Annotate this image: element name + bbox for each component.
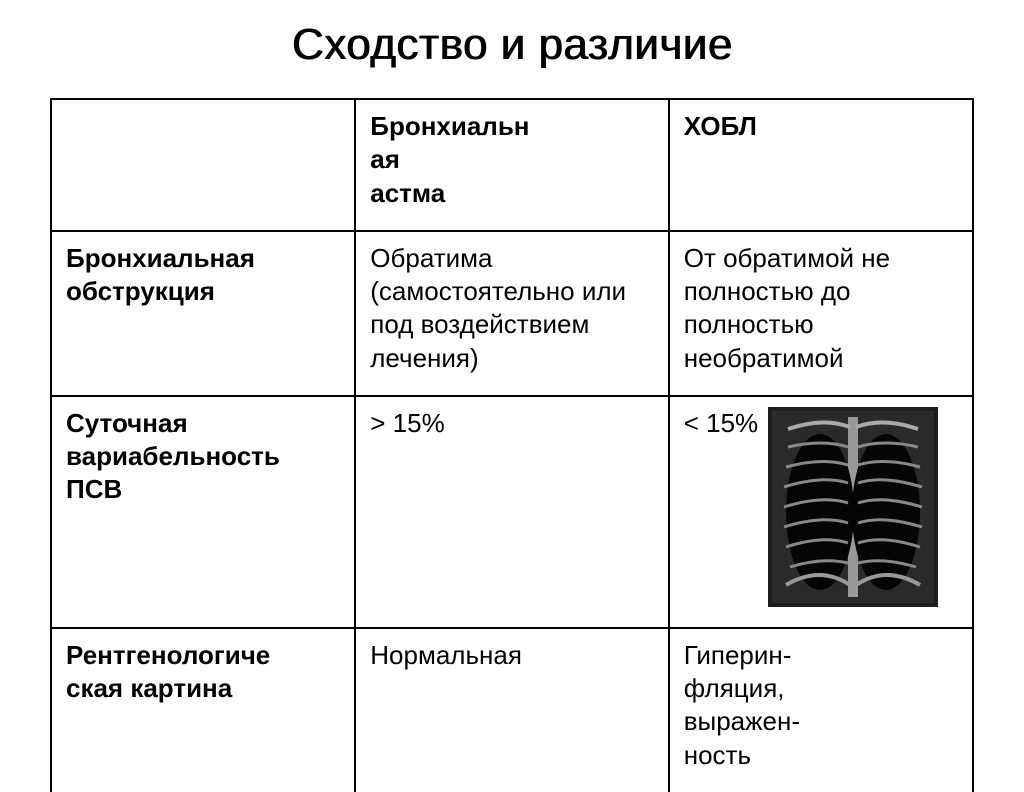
table-row: Суточная вариабельность ПСВ > 15% < 15% — [51, 396, 973, 628]
row-label-pef: Суточная вариабельность ПСВ — [51, 396, 355, 628]
comparison-table: Бронхиальн ая астма ХОБЛ Бронхиальная об… — [50, 98, 974, 792]
header-blank — [51, 99, 355, 231]
row-label-obstruction: Бронхиальная обструкция — [51, 231, 355, 396]
slide: Сходство и различие Бронхиальн ая астма … — [0, 0, 1024, 767]
cell-copd-pef: < 15% — [669, 396, 973, 628]
cell-copd-xray-l1: Гиперин- — [684, 640, 792, 670]
header-asthma-line3: астма — [370, 178, 445, 208]
header-copd: ХОБЛ — [669, 99, 973, 231]
row-label-xray-l2: ская картина — [66, 673, 232, 703]
xray-wrap: < 15% — [684, 407, 962, 607]
cell-copd-pef-text: < 15% — [684, 407, 758, 440]
cell-asthma-xray: Нормальная — [355, 628, 668, 792]
slide-title: Сходство и различие — [50, 20, 974, 70]
table-row: Рентгенологиче ская картина Нормальная Г… — [51, 628, 973, 792]
cell-copd-xray-l3: выражен- — [684, 706, 800, 736]
cell-asthma-obstruction: Обратима (самостоятельно или под воздейс… — [355, 231, 668, 396]
row-label-xray: Рентгенологиче ская картина — [51, 628, 355, 792]
header-asthma-line2: ая — [370, 144, 400, 174]
chest-xray-icon — [768, 407, 938, 607]
cell-asthma-pef: > 15% — [355, 396, 668, 628]
cell-copd-xray-l2: фляция, — [684, 673, 785, 703]
row-label-xray-l1: Рентгенологиче — [66, 640, 270, 670]
cell-copd-obstruction: От обратимой не полностью до полностью н… — [669, 231, 973, 396]
header-asthma: Бронхиальн ая астма — [355, 99, 668, 231]
table-header-row: Бронхиальн ая астма ХОБЛ — [51, 99, 973, 231]
header-asthma-line1: Бронхиальн — [370, 111, 529, 141]
cell-copd-xray: Гиперин- фляция, выражен- ность — [669, 628, 973, 792]
table-row: Бронхиальная обструкция Обратима (самост… — [51, 231, 973, 396]
cell-copd-xray-l4: ность — [684, 740, 751, 770]
